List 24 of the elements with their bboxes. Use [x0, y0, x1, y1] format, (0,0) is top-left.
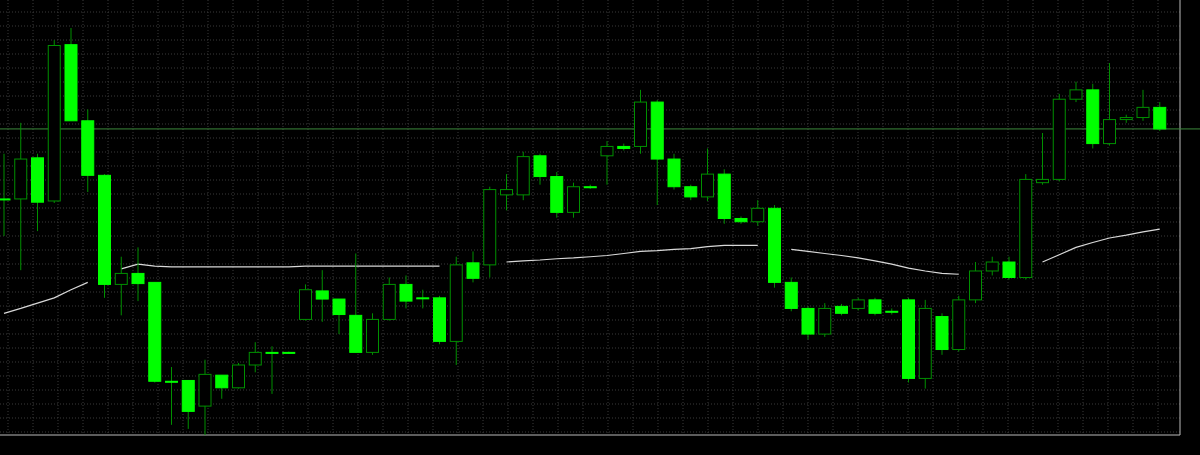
candlestick	[165, 366, 178, 426]
candlestick	[265, 345, 279, 395]
candlestick	[533, 153, 547, 186]
candlestick	[215, 374, 229, 400]
candlestick	[985, 256, 999, 276]
candlestick	[1069, 81, 1083, 103]
candlestick	[114, 256, 128, 316]
candlestick	[248, 341, 262, 373]
candlestick	[734, 215, 748, 225]
candlestick	[600, 140, 614, 186]
candlestick	[1002, 256, 1016, 281]
candlestick	[332, 298, 346, 335]
candlestick	[466, 250, 480, 283]
candlestick	[751, 199, 765, 227]
candlestick	[701, 147, 714, 202]
candlestick	[399, 274, 413, 309]
candlestick	[315, 269, 329, 323]
candlestick	[416, 289, 430, 309]
candlestick	[1153, 101, 1167, 132]
candlestick	[1136, 89, 1150, 122]
candlestick	[232, 362, 245, 390]
candlestick	[500, 173, 513, 211]
candlestick	[131, 246, 145, 302]
candlestick	[1036, 132, 1049, 186]
